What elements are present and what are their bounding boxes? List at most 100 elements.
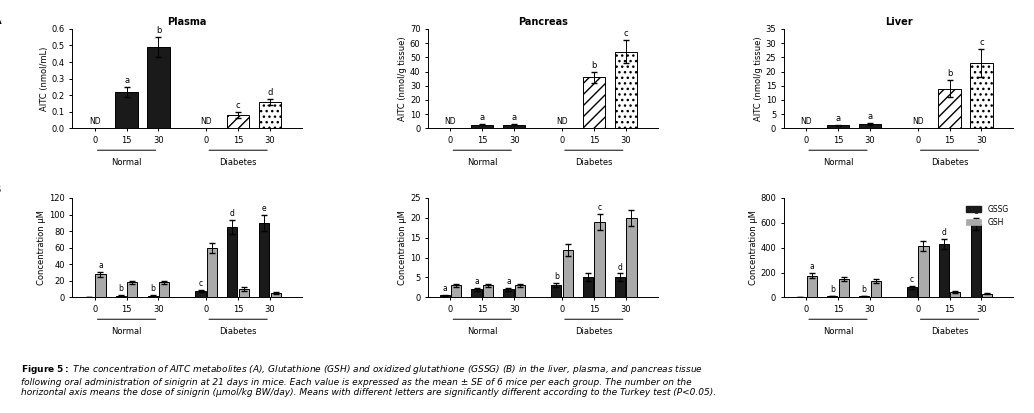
Text: c: c: [598, 203, 602, 212]
Text: Diabetes: Diabetes: [219, 158, 256, 167]
Text: c: c: [624, 29, 628, 38]
Bar: [551, 285, 561, 297]
Text: b: b: [861, 285, 866, 294]
Text: A: A: [0, 14, 2, 27]
Text: e: e: [973, 207, 978, 216]
Text: a: a: [443, 284, 447, 293]
Text: c: c: [199, 279, 203, 288]
Title: Pancreas: Pancreas: [518, 17, 568, 27]
Bar: [515, 285, 525, 297]
Text: a: a: [868, 112, 873, 121]
Bar: [562, 249, 573, 297]
Bar: [859, 296, 870, 297]
Bar: [827, 296, 838, 297]
Y-axis label: Concentration μM: Concentration μM: [749, 210, 758, 285]
Bar: [858, 124, 881, 128]
Text: a: a: [124, 76, 129, 85]
Bar: [95, 274, 105, 297]
Text: b: b: [554, 273, 558, 281]
Y-axis label: AITC (nmol/mL): AITC (nmol/mL): [39, 46, 49, 111]
Bar: [472, 125, 493, 128]
Bar: [127, 282, 138, 297]
Text: Normal: Normal: [823, 158, 853, 167]
Bar: [615, 278, 626, 297]
Title: Liver: Liver: [885, 17, 912, 27]
Text: ND: ND: [201, 117, 212, 126]
Text: a: a: [475, 277, 479, 286]
Bar: [472, 290, 482, 297]
Bar: [207, 248, 217, 297]
Bar: [839, 279, 849, 297]
Bar: [227, 115, 249, 128]
Text: a: a: [480, 113, 485, 122]
Text: a: a: [506, 277, 511, 286]
Bar: [439, 295, 450, 297]
Text: Normal: Normal: [467, 158, 497, 167]
Title: Plasma: Plasma: [168, 17, 207, 27]
Bar: [116, 92, 138, 128]
Bar: [939, 88, 961, 128]
Bar: [451, 285, 461, 297]
Text: a: a: [810, 262, 814, 271]
Legend: GSSG, GSH: GSSG, GSH: [963, 202, 1012, 230]
Y-axis label: AITC (nmol/g tissue): AITC (nmol/g tissue): [398, 36, 407, 121]
Text: Diabetes: Diabetes: [931, 327, 968, 336]
Text: Normal: Normal: [467, 327, 497, 336]
Y-axis label: Concentration μM: Concentration μM: [398, 210, 407, 285]
Text: a: a: [512, 113, 517, 122]
Text: ND: ND: [556, 117, 568, 126]
Bar: [907, 287, 917, 297]
Bar: [195, 291, 206, 297]
Y-axis label: AITC (nmol/g tissue): AITC (nmol/g tissue): [754, 36, 763, 121]
Bar: [260, 223, 270, 297]
Text: a: a: [835, 114, 841, 123]
Bar: [504, 290, 514, 297]
Text: d: d: [941, 228, 946, 237]
Bar: [227, 227, 238, 297]
Bar: [503, 125, 525, 128]
Text: b: b: [118, 285, 123, 294]
Bar: [159, 282, 170, 297]
Bar: [583, 77, 605, 128]
Bar: [950, 292, 961, 297]
Bar: [583, 278, 594, 297]
Bar: [271, 293, 281, 297]
Text: b: b: [947, 69, 952, 78]
Text: b: b: [830, 285, 834, 294]
Text: c: c: [236, 101, 241, 110]
Text: d: d: [617, 263, 622, 271]
Text: d: d: [268, 88, 273, 97]
Bar: [239, 289, 249, 297]
Bar: [614, 52, 637, 128]
Bar: [116, 296, 126, 297]
Text: ND: ND: [445, 117, 456, 126]
Text: B: B: [0, 183, 2, 196]
Text: ND: ND: [89, 117, 100, 126]
Bar: [807, 275, 817, 297]
Text: b: b: [150, 285, 155, 294]
Text: Normal: Normal: [112, 158, 142, 167]
Bar: [258, 102, 281, 128]
Bar: [939, 244, 949, 297]
Text: d: d: [230, 209, 235, 218]
Text: Diabetes: Diabetes: [219, 327, 256, 336]
Text: c: c: [979, 38, 983, 47]
Text: Diabetes: Diabetes: [575, 327, 612, 336]
Text: b: b: [156, 26, 161, 35]
Text: $\bf{Figure\ 5:}$ The concentration of AITC metabolites (A), Glutathione (GSH) a: $\bf{Figure\ 5:}$ The concentration of A…: [21, 363, 716, 397]
Y-axis label: Concentration μM: Concentration μM: [37, 210, 47, 285]
Bar: [970, 63, 993, 128]
Bar: [483, 285, 493, 297]
Bar: [147, 47, 170, 128]
Bar: [595, 222, 605, 297]
Text: Normal: Normal: [823, 327, 853, 336]
Bar: [971, 224, 981, 297]
Text: Diabetes: Diabetes: [575, 158, 612, 167]
Bar: [982, 294, 993, 297]
Text: ND: ND: [800, 117, 812, 126]
Text: c: c: [910, 275, 914, 284]
Text: a: a: [98, 261, 102, 270]
Text: e: e: [262, 204, 267, 213]
Bar: [148, 296, 158, 297]
Text: ND: ND: [912, 117, 923, 126]
